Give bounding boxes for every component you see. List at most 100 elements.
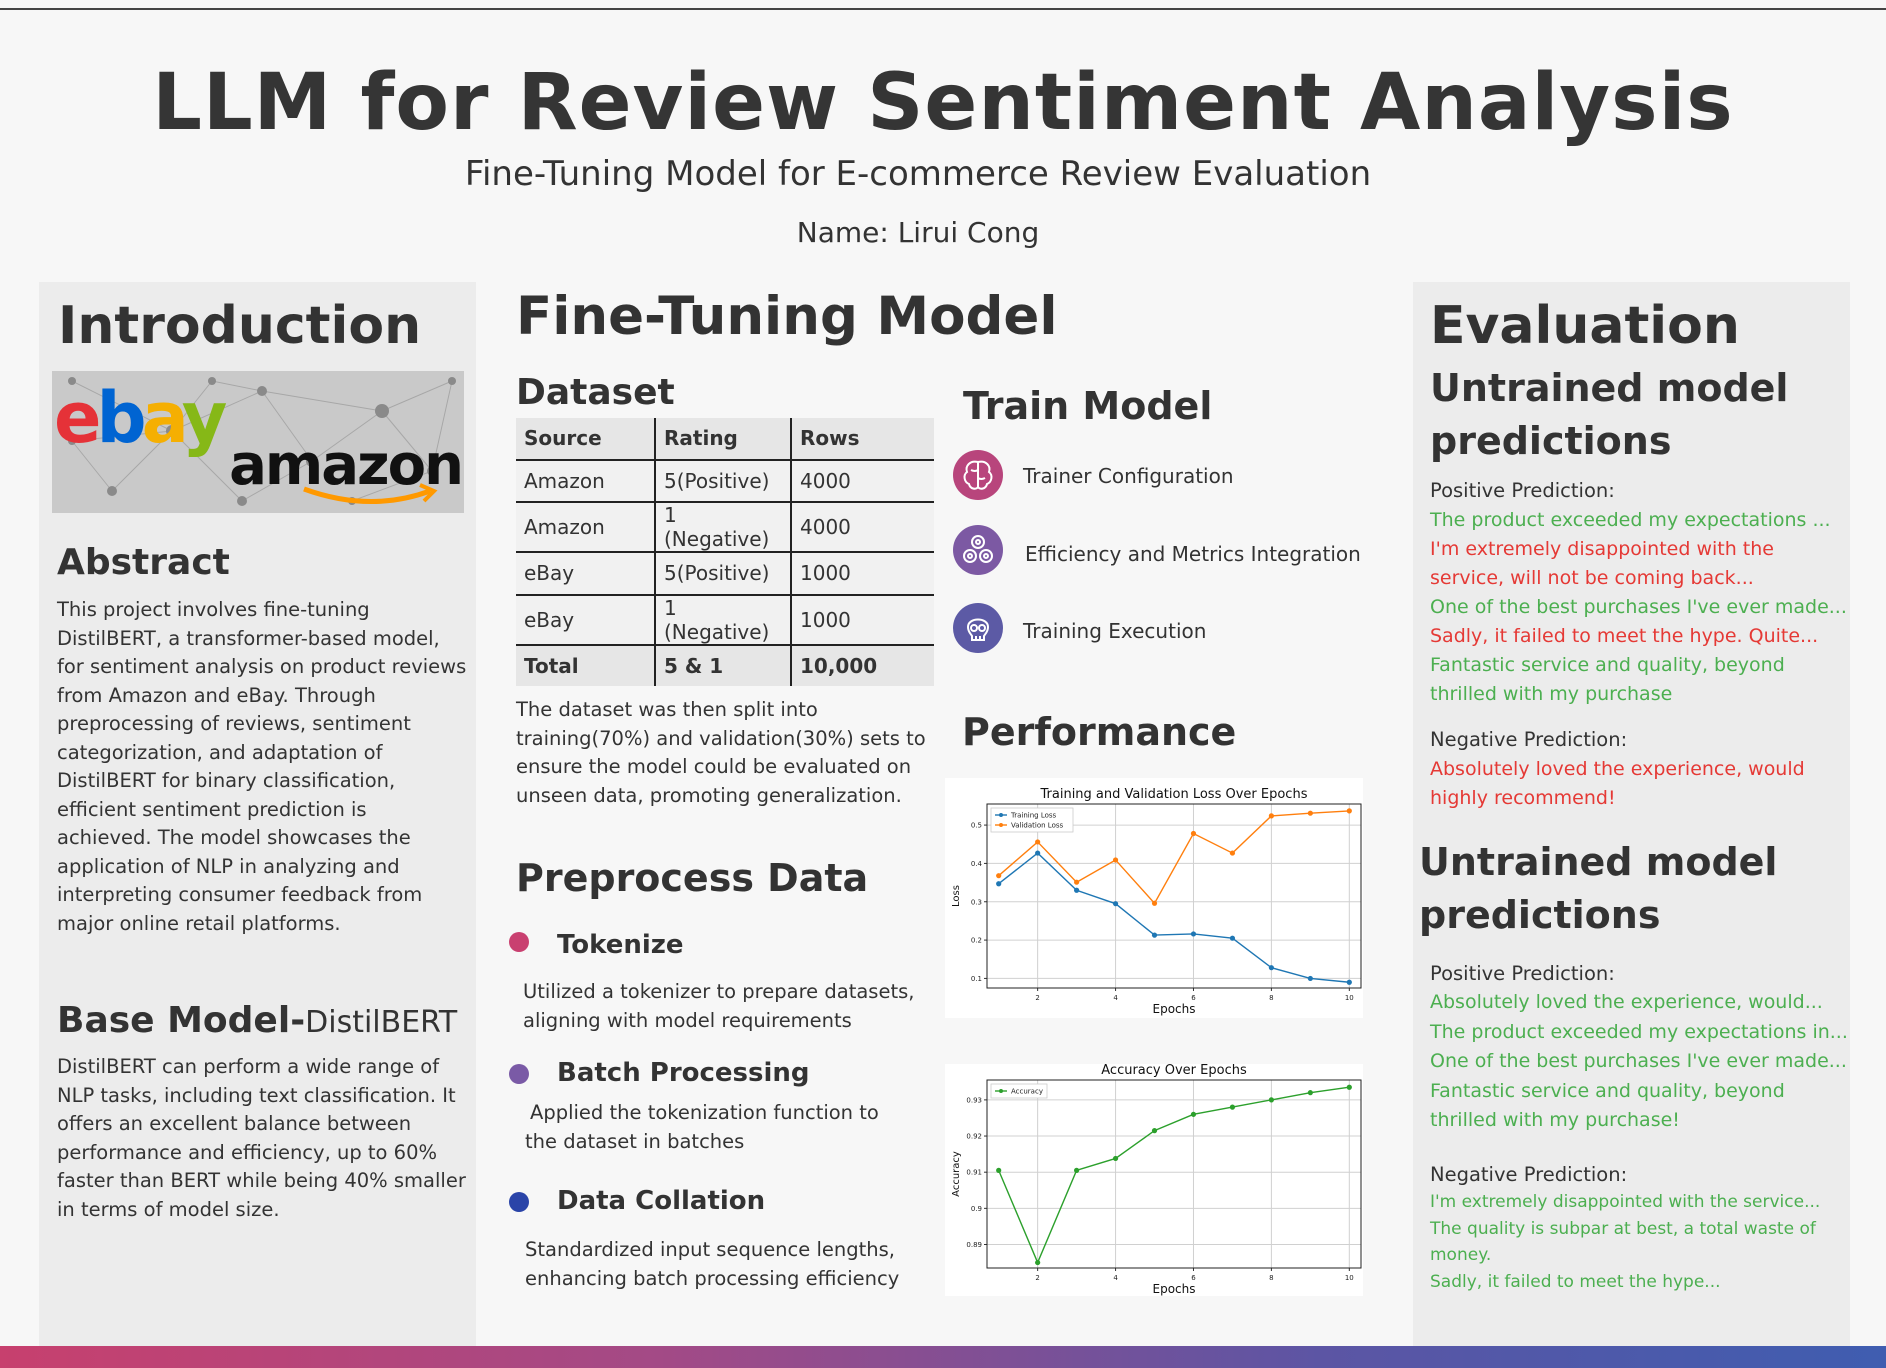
y-tick-label: 0.2	[971, 937, 982, 945]
data-point	[1151, 900, 1158, 906]
table-header-cell: Source	[516, 418, 655, 461]
table-cell: 10,000	[790, 644, 934, 686]
dataset-heading: Dataset	[516, 372, 675, 413]
table-cell: Amazon	[516, 459, 655, 503]
base-model-heading: Base Model-DistilBERT	[57, 1000, 457, 1041]
untrained-heading-line: Untrained model	[1430, 366, 1789, 410]
loss-chart: Training and Validation Loss Over Epochs…	[945, 778, 1363, 1018]
negative-prediction-label: Negative Prediction:	[1430, 1163, 1628, 1186]
prediction-line: Fantastic service and quality, beyond	[1430, 1079, 1785, 1102]
abstract-line: interpreting consumer feedback from	[57, 883, 423, 906]
data-point	[996, 1167, 1002, 1173]
negative-prediction-label: Negative Prediction:	[1430, 728, 1628, 751]
table-row: Amazon 1 (Negative) 4000	[516, 502, 934, 553]
table-cell: 1000	[790, 552, 934, 596]
x-tick-label: 10	[1345, 994, 1354, 1002]
table-header-cell: Rows	[790, 418, 934, 461]
prediction-line: Absolutely loved the experience, would..…	[1430, 991, 1823, 1013]
batch-desc-line: Applied the tokenization function to	[530, 1101, 879, 1124]
batch-processing-title: Batch Processing	[557, 1058, 810, 1088]
tokenize-bullet-icon	[509, 932, 529, 952]
table-row: eBay 5(Positive) 1000	[516, 552, 934, 596]
table-cell: Total	[516, 644, 655, 686]
x-axis-label: Epochs	[1153, 1282, 1196, 1296]
amazon-smile-icon	[303, 483, 438, 504]
prediction-line: I'm extremely disappointed with the	[1430, 538, 1774, 560]
x-tick-label: 2	[1035, 1274, 1039, 1282]
data-point	[1346, 808, 1352, 814]
y-tick-label: 0.1	[971, 975, 982, 983]
dataset-split-line: ensure the model could be evaluated on	[516, 755, 912, 778]
abstract-line: DistilBERT, a transformer-based model,	[57, 626, 440, 650]
data-point	[1112, 1155, 1119, 1162]
prediction-line: thrilled with my purchase	[1430, 683, 1673, 705]
data-point	[1151, 932, 1158, 938]
data-point	[1074, 879, 1080, 885]
abstract-line: This project involves fine-tuning	[57, 598, 370, 621]
legend-label: Accuracy	[1011, 1088, 1043, 1096]
data-point	[1035, 850, 1041, 856]
base-model-heading-sub: DistilBERT	[305, 1005, 458, 1040]
untrained-heading-line: Untrained model	[1419, 840, 1778, 884]
abstract-text: This project involves fine-tuning DistilB…	[57, 596, 477, 938]
y-tick-label: 0.93	[966, 1096, 982, 1104]
y-axis-label: Loss	[951, 885, 962, 907]
collation-desc-line: enhancing batch processing efficiency	[525, 1266, 900, 1290]
poster-subtitle: Fine-Tuning Model for E-commerce Review …	[464, 154, 1372, 194]
abstract-line: categorization, and adaptation of	[57, 740, 383, 764]
y-tick-label: 0.3	[971, 898, 982, 906]
gears-icon	[953, 525, 1003, 575]
prediction-line: I'm extremely disappointed with the serv…	[1430, 1192, 1821, 1212]
data-point	[1307, 975, 1313, 982]
plot-frame	[986, 803, 1362, 989]
base-model-line: in terms of model size.	[57, 1197, 280, 1221]
tokenize-desc-line: Utilized a tokenizer to prepare datasets…	[523, 980, 915, 1003]
trainer-configuration-label: Trainer Configuration	[1023, 464, 1234, 488]
data-point	[1268, 1097, 1274, 1103]
base-model-line: DistilBERT can perform a wide range of	[57, 1055, 440, 1078]
x-tick-label: 6	[1191, 1274, 1196, 1282]
dataset-split-line: training(70%) and validation(30%) sets t…	[516, 726, 926, 750]
x-tick-label: 4	[1113, 994, 1118, 1002]
preprocess-heading: Preprocess Data	[516, 856, 869, 900]
abstract-heading: Abstract	[57, 542, 230, 583]
plot-frame	[986, 1079, 1362, 1269]
table-cell: 1 (Negative)	[654, 594, 791, 646]
dataset-split-text: The dataset was then split into training(…	[516, 696, 946, 810]
prediction-line: Fantastic service and quality, beyond	[1430, 654, 1785, 676]
legend-marker	[999, 823, 1003, 827]
abstract-line: for sentiment analysis on product review…	[57, 655, 467, 678]
data-point	[1112, 901, 1119, 907]
accuracy-chart-svg: Accuracy Over Epochs 2 4 6 8 10 0.89 0.9 0.91 0.9…	[951, 1064, 1362, 1296]
abstract-line: application of NLP in analyzing and	[57, 854, 400, 878]
abstract-line: from Amazon and eBay. Through	[57, 683, 376, 707]
tokenize-desc-line: aligning with model requirements	[523, 1008, 852, 1032]
data-point	[1268, 813, 1274, 819]
legend-box	[990, 807, 1074, 833]
x-tick-label: 10	[1345, 1274, 1354, 1282]
table-cell: 1000	[790, 594, 934, 646]
untrained-heading-line: predictions	[1419, 893, 1661, 937]
evaluation-heading: Evaluation	[1430, 296, 1740, 356]
abstract-line: efficient sentiment prediction is	[57, 797, 367, 821]
data-point	[996, 873, 1002, 879]
legend-marker	[999, 813, 1003, 817]
data-collation-desc: Standardized input sequence lengths, enh…	[525, 1236, 945, 1293]
data-point	[1151, 1128, 1158, 1134]
data-point	[1229, 935, 1236, 941]
x-tick-label: 8	[1269, 1274, 1273, 1282]
untrained-heading-line: predictions	[1430, 419, 1672, 463]
series-line	[998, 810, 1350, 905]
x-tick-label: 8	[1269, 994, 1273, 1002]
base-model-line: offers an excellent balance between	[57, 1112, 412, 1135]
table-row: Amazon 5(Positive) 4000	[516, 459, 934, 503]
abstract-line: major online retail platforms.	[57, 911, 341, 935]
poster-title: LLM for Review Sentiment Analysis	[152, 58, 1734, 148]
table-cell: 4000	[790, 459, 934, 503]
prediction-line: highly recommend!	[1430, 787, 1616, 809]
data-point	[1190, 931, 1197, 937]
chart-title: Training and Validation Loss Over Epochs	[1040, 787, 1308, 802]
batch-bullet-icon	[509, 1064, 529, 1084]
data-point	[1035, 839, 1041, 845]
legend-box	[990, 1083, 1048, 1099]
